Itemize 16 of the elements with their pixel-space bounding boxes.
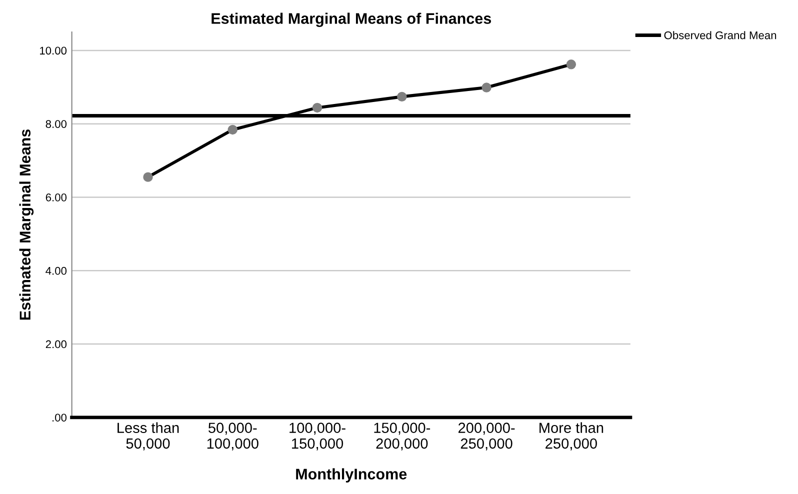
x-tick-label: Less than 50,000 <box>118 422 179 450</box>
y-tick-label: .00 <box>52 414 67 422</box>
x-axis-title: MonthlyIncome <box>296 468 407 482</box>
y-tick-label: 2.00 <box>46 340 67 348</box>
x-tick-label: 200,000- 250,000 <box>458 422 515 450</box>
chart-title: Estimated Marginal Means of Finances <box>212 12 492 28</box>
y-tick-label: 10.00 <box>40 46 67 55</box>
legend-label: Observed Grand Mean <box>664 31 776 40</box>
y-axis-title: Estimated Marginal Means <box>19 129 34 320</box>
x-tick-label: 50,000- 100,000 <box>207 422 258 450</box>
x-tick-label: More than 250,000 <box>540 422 604 450</box>
y-tick-label: 8.00 <box>46 120 67 128</box>
y-tick-label: 4.00 <box>46 266 67 275</box>
x-tick-label: 150,000- 200,000 <box>374 422 430 450</box>
x-tick-label: 100,000- 150,000 <box>290 422 346 450</box>
y-tick-label: 6.00 <box>46 194 67 202</box>
